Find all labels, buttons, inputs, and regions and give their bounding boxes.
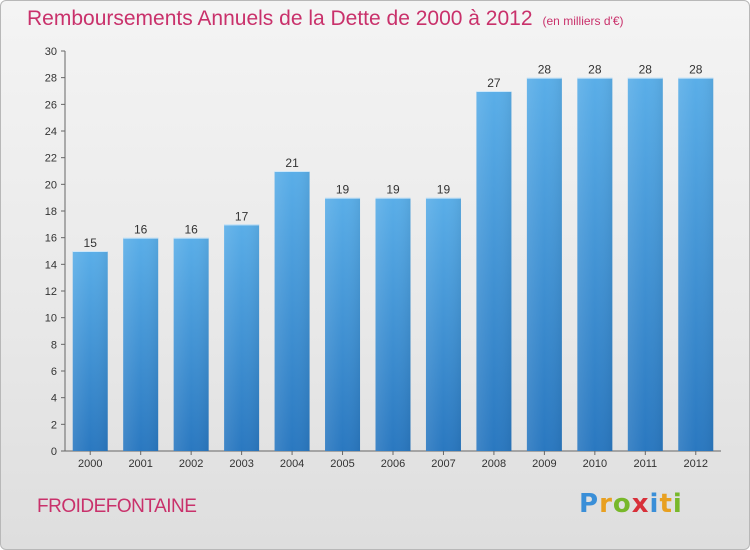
x-tick-label: 2001: [128, 458, 152, 470]
y-tick-label: 24: [45, 126, 57, 138]
bar-sheen: [476, 91, 512, 451]
bar-sheen: [425, 197, 461, 451]
chart-labels: 15 2000 16 2001 16 2002 17 2003 21 2004 19 2005 19 20…: [78, 63, 708, 470]
x-tick-label: 2011: [633, 458, 657, 470]
chart-title: Remboursements Annuels de la Dette de 20…: [27, 7, 624, 31]
x-tick-label: 2012: [684, 458, 708, 470]
bar-sheen: [678, 77, 714, 452]
x-tick-label: 2009: [532, 458, 556, 470]
x-tick-label: 2010: [583, 458, 607, 470]
y-tick-label: 8: [51, 339, 57, 351]
bar-2004: [274, 171, 310, 451]
x-tick-label: 2008: [482, 458, 506, 470]
bar-2002: [173, 237, 209, 451]
y-tick-label: 4: [51, 393, 57, 405]
y-tick-label: 14: [45, 259, 57, 271]
bar-sheen: [123, 237, 159, 451]
bar-sheen: [72, 251, 108, 451]
bar-value-label: 28: [538, 63, 552, 77]
bar-2008: [476, 91, 512, 451]
y-tick-label: 10: [45, 313, 57, 325]
chart-title-text: Remboursements Annuels de la Dette de 20…: [27, 7, 533, 30]
bar-sheen: [224, 224, 260, 451]
bar-value-label: 15: [84, 236, 98, 250]
bar-sheen: [526, 77, 562, 452]
bar-2007: [425, 197, 461, 451]
bar-2010: [577, 77, 613, 452]
chart-subtitle: (en milliers d'€): [542, 14, 624, 28]
bar-2006: [375, 197, 411, 451]
bar-value-label: 21: [285, 156, 299, 170]
y-tick-label: 28: [45, 73, 57, 85]
bar-value-label: 16: [134, 223, 148, 237]
x-tick-label: 2005: [330, 458, 354, 470]
y-tick-label: 16: [45, 233, 57, 245]
x-tick-label: 2000: [78, 458, 102, 470]
y-tick-label: 30: [45, 46, 57, 58]
commune-name: FROIDEFONTAINE: [37, 496, 197, 517]
y-tick-label: 20: [45, 179, 57, 191]
bar-sheen: [577, 77, 613, 452]
proxiti-logo: Proxiti: [579, 489, 683, 519]
bar-2001: [123, 237, 159, 451]
bar-2005: [325, 197, 361, 451]
y-tick-label: 6: [51, 366, 57, 378]
x-tick-label: 2007: [431, 458, 455, 470]
x-tick-label: 2002: [179, 458, 203, 470]
bar-value-label: 19: [437, 183, 451, 197]
y-tick-label: 12: [45, 286, 57, 298]
bar-sheen: [274, 171, 310, 451]
bar-value-label: 19: [336, 183, 350, 197]
bar-2011: [627, 77, 663, 452]
x-tick-label: 2004: [280, 458, 304, 470]
bar-2009: [526, 77, 562, 452]
bar-value-label: 28: [588, 63, 602, 77]
bar-sheen: [173, 237, 209, 451]
bar-sheen: [325, 197, 361, 451]
bar-value-label: 28: [689, 63, 703, 77]
bar-value-label: 17: [235, 209, 249, 223]
bar-value-label: 28: [639, 63, 653, 77]
bar-value-label: 16: [184, 223, 198, 237]
x-tick-label: 2003: [229, 458, 253, 470]
y-tick-label: 18: [45, 206, 57, 218]
bar-value-label: 19: [386, 183, 400, 197]
y-tick-label: 22: [45, 153, 57, 165]
bar-2003: [224, 224, 260, 451]
y-tick-label: 2: [51, 419, 57, 431]
bar-sheen: [375, 197, 411, 451]
y-tick-label: 0: [51, 446, 57, 458]
x-tick-label: 2006: [381, 458, 405, 470]
bar-sheen: [627, 77, 663, 452]
bar-value-label: 27: [487, 76, 501, 90]
chart-bars: [72, 77, 714, 452]
y-tick-label: 26: [45, 99, 57, 111]
bar-2012: [678, 77, 714, 452]
bar-2000: [72, 251, 108, 451]
